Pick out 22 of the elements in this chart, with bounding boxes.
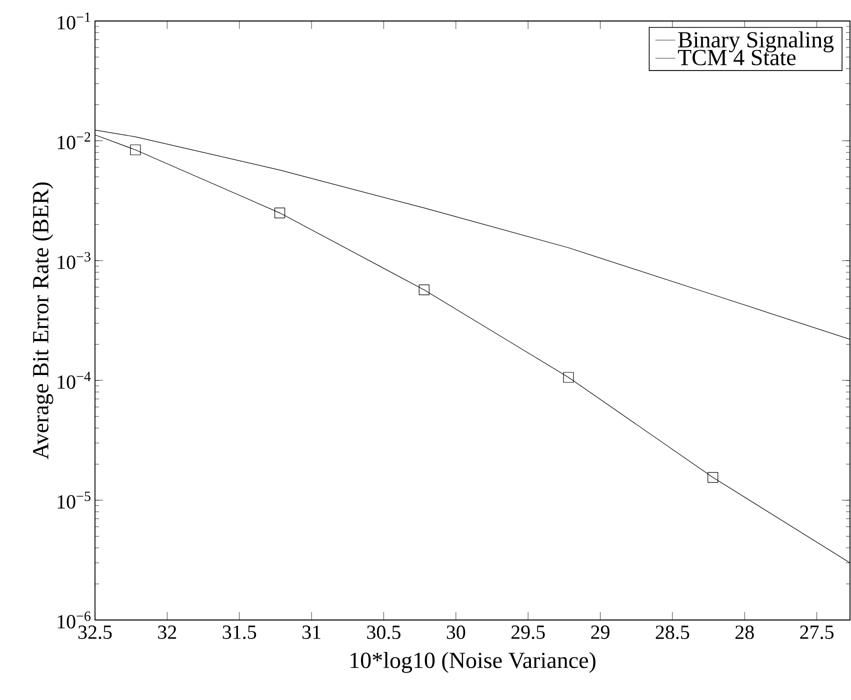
x-tick-label: 29 [591,626,610,639]
point [708,472,718,483]
x-tick-label: 30 [446,626,466,640]
x-tick-label: 29.5 [511,626,545,640]
x-axis-title: 10*log10 (Noise Variance) [350,652,596,673]
y-tick-label: 10$^{−5}$ [58,492,90,509]
y-tick-label: 10$^{−4}$ [58,372,91,389]
y-axis-title: Average Bit Error Rate (BER) [32,182,54,460]
x-tick-label: 31.5 [222,626,256,640]
y-tick-label: 10$^{−1}$ [58,12,90,30]
point [130,144,141,156]
point [274,208,286,218]
x-tick-label: 31 [302,626,320,639]
y-tick-label: 10$^{−2}$ [58,132,90,150]
x-tick-label: 27.5 [800,626,834,640]
y-tick-label: 10$^{−3}$ [58,252,90,270]
x-tick-label: 32 [158,626,176,639]
point [563,372,574,383]
x-tick-label: 28 [735,626,754,640]
x-tick-label: 30.5 [367,626,400,640]
point [418,284,430,296]
x-tick-label: 28.5 [656,626,690,640]
